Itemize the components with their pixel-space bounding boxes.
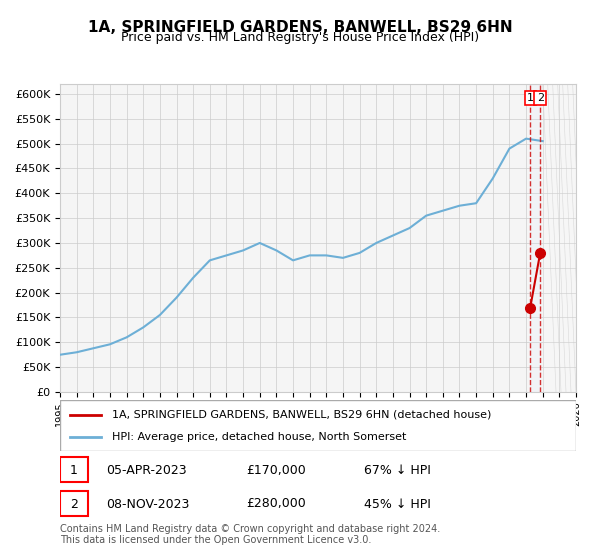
Text: 67% ↓ HPI: 67% ↓ HPI	[364, 464, 431, 477]
Text: £170,000: £170,000	[246, 464, 305, 477]
Bar	[530, 84, 540, 392]
Text: Contains HM Land Registry data © Crown copyright and database right 2024.
This d: Contains HM Land Registry data © Crown c…	[60, 524, 440, 545]
FancyBboxPatch shape	[60, 491, 88, 516]
Text: 1: 1	[527, 93, 534, 103]
Bar	[543, 84, 576, 392]
Text: 2: 2	[70, 497, 78, 511]
Text: 45% ↓ HPI: 45% ↓ HPI	[364, 497, 431, 511]
Text: 2: 2	[536, 93, 544, 103]
Text: 05-APR-2023: 05-APR-2023	[106, 464, 187, 477]
Text: £280,000: £280,000	[246, 497, 305, 511]
Text: HPI: Average price, detached house, North Somerset: HPI: Average price, detached house, Nort…	[112, 432, 406, 442]
Text: 1A, SPRINGFIELD GARDENS, BANWELL, BS29 6HN: 1A, SPRINGFIELD GARDENS, BANWELL, BS29 6…	[88, 20, 512, 35]
Text: 08-NOV-2023: 08-NOV-2023	[106, 497, 190, 511]
Text: 1: 1	[70, 464, 78, 477]
Text: 1A, SPRINGFIELD GARDENS, BANWELL, BS29 6HN (detached house): 1A, SPRINGFIELD GARDENS, BANWELL, BS29 6…	[112, 409, 491, 419]
Text: Price paid vs. HM Land Registry's House Price Index (HPI): Price paid vs. HM Land Registry's House …	[121, 31, 479, 44]
FancyBboxPatch shape	[60, 457, 88, 483]
FancyBboxPatch shape	[60, 400, 576, 451]
